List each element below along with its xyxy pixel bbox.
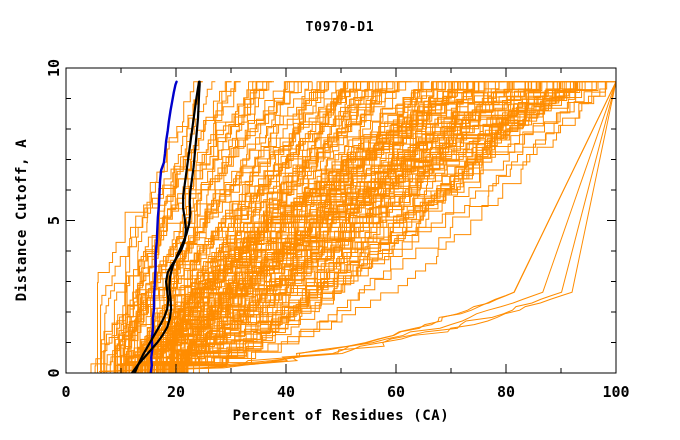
prediction-curve: [176, 81, 577, 373]
prediction-curve: [170, 81, 529, 373]
prediction-curve: [113, 81, 257, 373]
prediction-curve: [97, 81, 200, 373]
page-title: T0970-D1: [305, 20, 374, 35]
prediction-curve: [116, 81, 336, 373]
x-tick-label: 100: [602, 383, 629, 401]
prediction-curve: [156, 81, 495, 373]
reference-curve-black: [133, 80, 201, 373]
prediction-curve-outlier: [98, 81, 616, 372]
prediction-curve: [179, 81, 603, 373]
prediction-curve: [100, 81, 241, 373]
prediction-curve: [171, 81, 616, 373]
prediction-curve: [114, 81, 304, 373]
prediction-curve: [187, 81, 596, 373]
prediction-curve: [198, 81, 604, 373]
prediction-curve: [208, 81, 616, 373]
prediction-curve: [179, 81, 608, 373]
prediction-curve: [179, 81, 559, 373]
reference-curve-blue: [149, 80, 178, 373]
prediction-curve: [172, 81, 511, 373]
y-tick-label: 5: [45, 216, 63, 225]
y-tick-label: 0: [45, 368, 63, 377]
y-tick-label: 10: [45, 59, 63, 77]
prediction-curve: [109, 81, 203, 373]
prediction-curve: [178, 81, 610, 373]
x-axis-title: Percent of Residues (CA): [233, 408, 450, 424]
prediction-curve: [182, 81, 592, 373]
prediction-curve: [177, 81, 581, 373]
prediction-curve: [114, 81, 272, 373]
reference-curve-black: [130, 80, 201, 373]
prediction-curve: [186, 81, 582, 373]
curve-layer: [90, 80, 616, 373]
axis-ticks: [65, 67, 617, 374]
prediction-curve: [172, 81, 550, 373]
prediction-curve-outlier: [98, 81, 616, 372]
y-axis-title: Distance Cutoff, A: [14, 139, 30, 302]
prediction-curve: [138, 81, 394, 373]
prediction-curve: [172, 81, 446, 373]
axis-tick-labels: 0 20 40 60 80 100 0 5 10: [45, 59, 630, 401]
x-tick-label: 80: [497, 383, 515, 401]
x-tick-label: 40: [277, 383, 295, 401]
prediction-curve-outlier: [98, 81, 616, 372]
prediction-curve: [185, 81, 616, 373]
prediction-curve: [104, 81, 273, 373]
axis-layer: 0 20 40 60 80 100 0 5 10: [45, 59, 630, 401]
prediction-curve: [136, 81, 364, 373]
prediction-curve: [100, 81, 241, 373]
x-tick-label: 0: [61, 383, 70, 401]
x-tick-label: 60: [387, 383, 405, 401]
prediction-curve: [170, 81, 484, 373]
prediction-curve: [174, 81, 581, 373]
x-tick-label: 20: [167, 383, 185, 401]
